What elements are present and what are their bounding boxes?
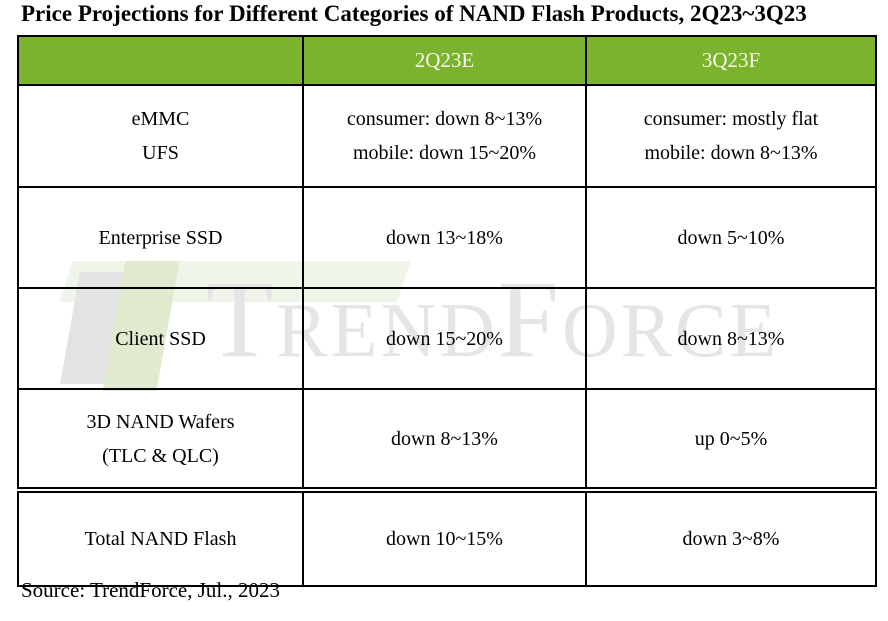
value-line: consumer: down 8~13% — [346, 108, 543, 130]
value-line: mobile: down 15~20% — [352, 142, 537, 164]
value-cell-3q23f: down 3~8% — [585, 487, 877, 587]
value-line: down 15~20% — [386, 327, 503, 350]
value-cell-2q23e: consumer: down 8~13% mobile: down 15~20% — [302, 84, 587, 188]
category-line: Total NAND Flash — [84, 528, 237, 550]
category-line: eMMC — [131, 108, 190, 130]
table-header-row: 2Q23E 3Q23F — [17, 35, 877, 86]
value-line: up 0~5% — [694, 427, 768, 450]
source-note: Source: TrendForce, Jul., 2023 — [21, 578, 280, 602]
table-row-total-nand-flash: Total NAND Flash down 10~15% down 3~8% — [17, 487, 877, 587]
value-cell-2q23e: down 10~15% — [302, 487, 587, 587]
value-line: mobile: down 8~13% — [644, 142, 818, 164]
value-line: consumer: mostly flat — [643, 108, 819, 130]
value-line: down 13~18% — [386, 226, 503, 249]
value-cell-3q23f: consumer: mostly flat mobile: down 8~13% — [585, 84, 877, 188]
value-cell-3q23f: up 0~5% — [585, 388, 877, 491]
value-line: down 10~15% — [386, 528, 503, 550]
table-row-3d-nand-wafers: 3D NAND Wafers (TLC & QLC) down 8~13% up… — [17, 388, 877, 491]
category-cell: 3D NAND Wafers (TLC & QLC) — [17, 388, 304, 491]
value-cell-3q23f: down 8~13% — [585, 287, 877, 390]
category-line: Client SSD — [115, 327, 206, 350]
header-cell-2q23e: 2Q23E — [302, 35, 587, 86]
category-cell: Enterprise SSD — [17, 186, 304, 289]
category-line: (TLC & QLC) — [102, 444, 219, 467]
value-cell-2q23e: down 13~18% — [302, 186, 587, 289]
value-line: down 8~13% — [391, 427, 498, 450]
page-title: Price Projections for Different Categori… — [21, 1, 807, 26]
table-row-enterprise-ssd: Enterprise SSD down 13~18% down 5~10% — [17, 186, 877, 289]
category-line: Enterprise SSD — [98, 226, 223, 249]
header-cell-3q23f: 3Q23F — [585, 35, 877, 86]
value-line: down 5~10% — [677, 226, 785, 249]
value-line: down 8~13% — [677, 327, 785, 350]
category-cell: Total NAND Flash — [17, 487, 304, 587]
category-line: UFS — [142, 142, 179, 164]
header-cell-category — [17, 35, 304, 86]
price-projection-table: 2Q23E 3Q23F eMMC UFS consumer: down 8~13… — [17, 35, 877, 587]
table-row-emmc-ufs: eMMC UFS consumer: down 8~13% mobile: do… — [17, 84, 877, 188]
category-cell: Client SSD — [17, 287, 304, 390]
price-table-container: 2Q23E 3Q23F eMMC UFS consumer: down 8~13… — [17, 35, 877, 587]
value-cell-3q23f: down 5~10% — [585, 186, 877, 289]
table-row-client-ssd: Client SSD down 15~20% down 8~13% — [17, 287, 877, 390]
value-cell-2q23e: down 15~20% — [302, 287, 587, 390]
value-line: down 3~8% — [682, 528, 780, 550]
value-cell-2q23e: down 8~13% — [302, 388, 587, 491]
category-cell: eMMC UFS — [17, 84, 304, 188]
category-line: 3D NAND Wafers — [86, 410, 235, 433]
